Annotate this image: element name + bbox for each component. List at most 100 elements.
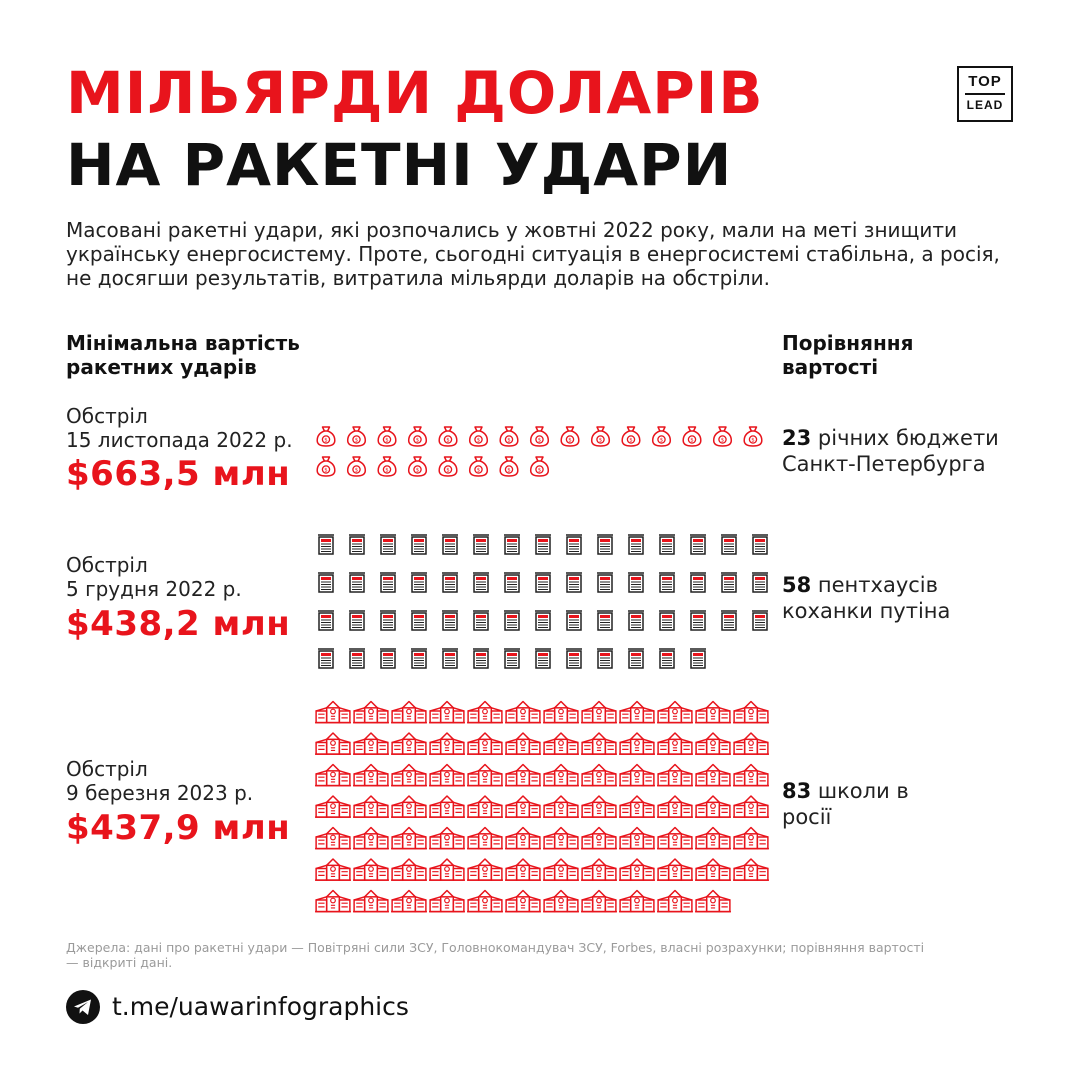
title-line-2: НА РАКЕТНІ УДАРИ: [66, 131, 733, 199]
logo-bottom-text: LEAD: [966, 98, 1004, 112]
school-icon: [352, 795, 390, 818]
school-icon: [466, 858, 504, 881]
school-icon: [352, 889, 390, 913]
building-icon: [317, 534, 335, 555]
school-icon: [580, 858, 618, 881]
school-icon: [694, 700, 732, 724]
school-icon: [542, 732, 580, 755]
school-icon: [428, 732, 466, 755]
building-icon: [410, 572, 428, 593]
school-icon: [732, 826, 770, 850]
building-icon: [720, 610, 738, 631]
building-icon: [565, 572, 583, 593]
row3-amount: $437,9 млн: [66, 808, 291, 848]
school-icon: [542, 889, 580, 913]
building-icon: [472, 610, 490, 631]
building-icon: [596, 572, 614, 593]
money-bag-icon: [529, 426, 550, 447]
row2-comparison: 58 пентхаусів коханки путіна: [782, 572, 982, 624]
money-bag-icon: [499, 426, 519, 447]
telegram-plane-icon: [74, 999, 91, 1015]
money-bag-icon: [621, 426, 641, 447]
building-icon: [472, 534, 490, 555]
money-bag-icon: [651, 426, 672, 447]
building-icon: [379, 648, 397, 669]
building-icon: [565, 610, 583, 631]
heading-comparison: Порівняння вартості: [782, 331, 914, 379]
building-icon: [441, 610, 459, 631]
school-icon: [390, 826, 428, 850]
school-icon: [504, 700, 542, 724]
school-icon: [504, 889, 542, 913]
money-bag-icon: [377, 426, 397, 447]
money-bag-icon: [560, 426, 580, 447]
school-icon: [314, 700, 352, 724]
building-icon: [689, 572, 707, 593]
school-icon: [466, 795, 504, 818]
school-icon: [618, 732, 656, 755]
top-lead-logo: TOP LEAD: [957, 66, 1013, 122]
school-icon: [504, 763, 542, 787]
row1-compare-number: 23: [782, 426, 812, 450]
building-icon: [410, 610, 428, 631]
school-icon: [504, 826, 542, 850]
row1-compare-text: річних бюджети Санкт-Петербурга: [782, 426, 999, 476]
building-icon: [379, 534, 397, 555]
school-icon: [466, 889, 504, 913]
school-icon: [314, 858, 352, 881]
school-icon: [314, 763, 352, 787]
building-icon: [627, 572, 645, 593]
school-icon: [314, 732, 352, 755]
school-icon: [732, 732, 770, 755]
money-bag-icon: [499, 456, 519, 477]
school-icon: [428, 700, 466, 724]
row2-label: Обстріл 5 грудня 2022 р.: [66, 553, 242, 601]
building-icon: [410, 648, 428, 669]
building-icon: [503, 648, 521, 669]
school-icon: [542, 858, 580, 881]
heading-min-cost: Мінімальна вартість ракетних ударів: [66, 331, 300, 379]
building-icon: [689, 610, 707, 631]
row3-compare-number: 83: [782, 779, 812, 803]
school-icon: [390, 889, 428, 913]
building-icon: [317, 648, 335, 669]
building-icon: [503, 572, 521, 593]
logo-top-text: TOP: [968, 73, 1002, 90]
telegram-icon[interactable]: [66, 990, 100, 1024]
row2-compare-number: 58: [782, 573, 812, 597]
building-icon: [565, 648, 583, 669]
school-icon: [580, 889, 618, 913]
school-icon: [504, 858, 542, 881]
school-icon: [656, 858, 694, 881]
school-icon: [618, 763, 656, 787]
school-icon: [314, 795, 352, 818]
school-icon: [428, 795, 466, 818]
school-icon: [542, 826, 580, 850]
row3-label: Обстріл 9 березня 2023 р.: [66, 757, 254, 805]
building-icon: [317, 610, 335, 631]
money-bag-icon: [316, 456, 336, 477]
logo-divider: [965, 93, 1005, 95]
money-bag-icons: [316, 426, 763, 477]
school-icon: [504, 795, 542, 818]
school-icon: [580, 732, 618, 755]
school-icon: [504, 732, 542, 755]
school-icon: [732, 700, 770, 724]
school-icon: [390, 763, 428, 787]
sources-note: Джерела: дані про ракетні удари — Повітр…: [66, 940, 925, 970]
money-bag-icon: [377, 456, 397, 477]
intro-text: Масовані ракетні удари, які розпочались …: [66, 218, 1000, 290]
school-icon: [656, 700, 694, 724]
money-bag-icon: [682, 426, 702, 447]
money-bag-icon: [743, 426, 763, 447]
school-icon: [314, 826, 352, 850]
school-icons: [314, 700, 770, 913]
building-icon: [534, 648, 552, 669]
school-icon: [352, 826, 390, 850]
building-icon: [658, 534, 676, 555]
school-icon: [656, 732, 694, 755]
row1-comparison: 23 річних бюджети Санкт-Петербурга: [782, 425, 1062, 477]
telegram-link[interactable]: t.me/uawarinfographics: [112, 992, 409, 1021]
title-line-1: МІЛЬЯРДИ ДОЛАРІВ: [66, 59, 764, 127]
row3-comparison: 83 школи в росії: [782, 778, 922, 830]
